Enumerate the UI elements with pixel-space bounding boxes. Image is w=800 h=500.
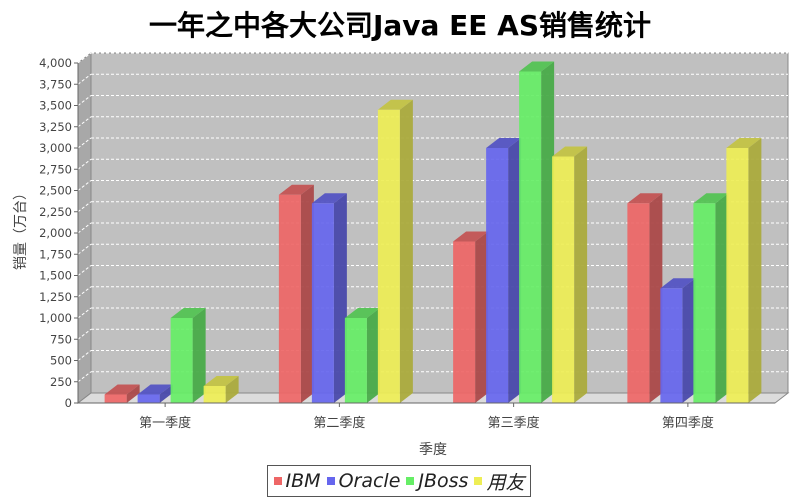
x-tick-label: 第一季度 bbox=[139, 415, 191, 431]
legend-swatch bbox=[326, 477, 335, 485]
grid-line bbox=[77, 116, 92, 128]
grid-line bbox=[77, 201, 92, 213]
x-tick-label: 第四季度 bbox=[662, 415, 714, 431]
grid-line bbox=[77, 307, 92, 319]
bar bbox=[519, 61, 555, 403]
bar bbox=[137, 384, 173, 403]
y-tick-label: 2,500 bbox=[39, 184, 72, 198]
bar bbox=[660, 278, 696, 403]
bar bbox=[627, 193, 663, 403]
legend-label: JBoss bbox=[418, 470, 469, 492]
grid-line bbox=[77, 95, 92, 106]
bar bbox=[726, 138, 762, 403]
y-tick-label: 1,750 bbox=[39, 247, 72, 261]
grid-line bbox=[77, 350, 92, 361]
bar-series bbox=[104, 61, 762, 403]
y-tick-label: 1,250 bbox=[39, 290, 72, 304]
y-tick-label: 2,750 bbox=[39, 162, 72, 176]
bar bbox=[203, 376, 239, 403]
x-axis-label: 季度 bbox=[419, 442, 447, 458]
legend-item: 用友 bbox=[474, 468, 524, 495]
legend-swatch bbox=[474, 477, 483, 485]
legend-swatch bbox=[406, 477, 415, 485]
y-tick-label: 3,750 bbox=[39, 77, 72, 91]
y-tick-label: 0 bbox=[65, 396, 72, 410]
x-tick-label: 第三季度 bbox=[488, 415, 540, 431]
chart-title: 一年之中各大公司Java EE AS销售统计 bbox=[148, 9, 652, 42]
legend-label: 用友 bbox=[486, 471, 525, 494]
y-tick-label: 2,000 bbox=[39, 226, 72, 240]
grid-line bbox=[77, 286, 92, 298]
bar bbox=[170, 308, 206, 403]
grid-line bbox=[77, 328, 92, 340]
legend-label: Oracle bbox=[338, 470, 401, 492]
bar bbox=[693, 193, 729, 403]
y-tick-label: 750 bbox=[50, 332, 72, 346]
legend-swatch bbox=[273, 477, 282, 485]
grid-line bbox=[77, 52, 92, 64]
legend-label: IBM bbox=[285, 470, 321, 492]
grid-line bbox=[77, 73, 92, 85]
bar bbox=[377, 99, 413, 403]
y-tick-label: 1,000 bbox=[39, 311, 72, 325]
y-tick-label: 1,500 bbox=[39, 269, 72, 283]
legend-item: JBoss bbox=[406, 470, 468, 492]
bar bbox=[453, 231, 489, 403]
y-tick-label: 2,250 bbox=[39, 205, 72, 219]
bar bbox=[552, 146, 588, 403]
y-tick-label: 3,250 bbox=[39, 120, 72, 134]
y-tick-label: 3,500 bbox=[39, 99, 72, 113]
axes: 0 250 500 750 1,000 1,250 1,500 1,750 2,000 2,250… bbox=[39, 56, 775, 431]
y-tick-label: 4,000 bbox=[39, 56, 72, 70]
grid-line bbox=[77, 158, 92, 170]
grid-line bbox=[77, 371, 92, 383]
bar bbox=[278, 184, 314, 403]
bar bbox=[486, 138, 522, 403]
grid-line bbox=[77, 180, 92, 191]
grid-line bbox=[77, 222, 92, 234]
y-tick-label: 500 bbox=[50, 354, 72, 368]
bar bbox=[344, 308, 380, 403]
grid-line bbox=[77, 137, 92, 149]
bar bbox=[311, 193, 347, 403]
grid-line bbox=[77, 265, 92, 276]
y-axis-label: 销量（万台） bbox=[13, 186, 29, 270]
x-tick-label: 第二季度 bbox=[313, 415, 365, 431]
legend: IBM Oracle JBoss 用友 bbox=[267, 465, 531, 497]
legend-item: Oracle bbox=[326, 470, 401, 492]
y-tick-label: 250 bbox=[50, 375, 72, 389]
y-tick-label: 3,000 bbox=[39, 141, 72, 155]
plot-left-wall bbox=[77, 51, 92, 405]
legend-item: IBM bbox=[273, 470, 321, 492]
grid-line bbox=[77, 243, 92, 255]
bar bbox=[104, 384, 140, 403]
